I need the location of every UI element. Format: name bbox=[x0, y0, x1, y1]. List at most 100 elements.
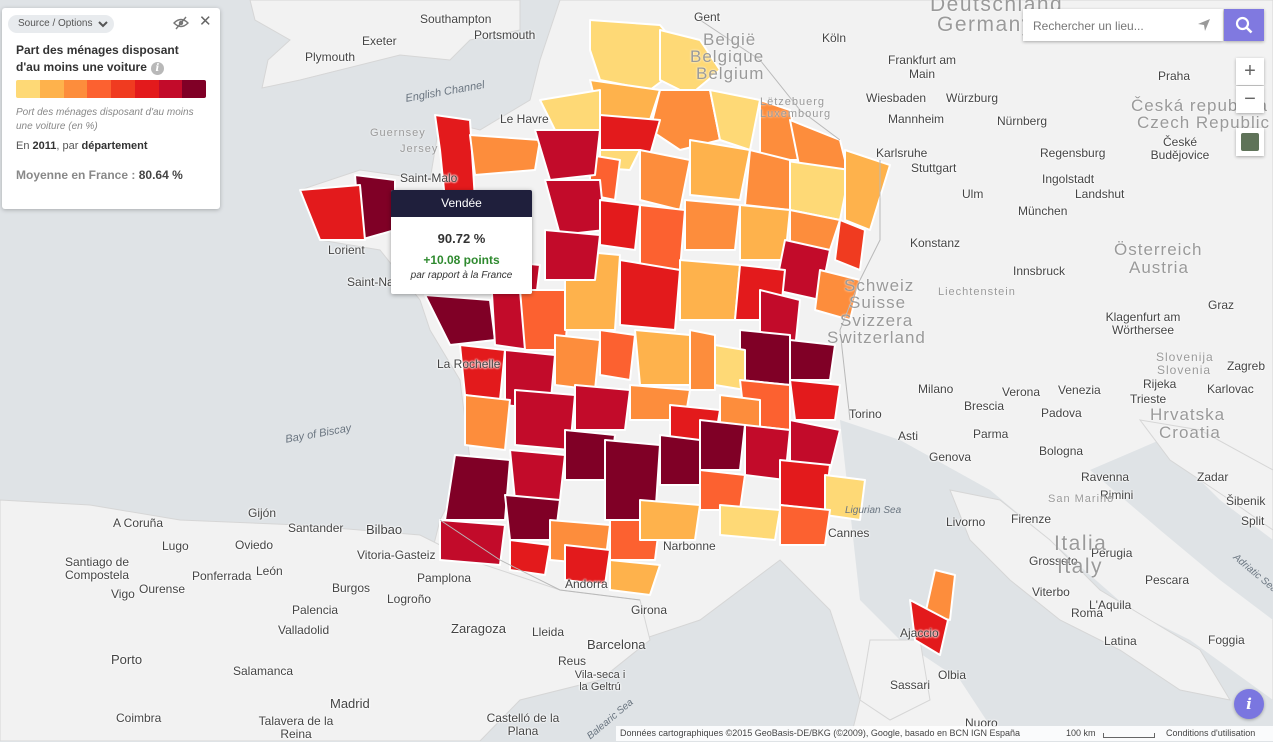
country-label: Switzerland bbox=[827, 328, 926, 347]
search-input[interactable] bbox=[1031, 16, 1195, 36]
map-label: A Coruña bbox=[113, 516, 164, 530]
color-scale-step bbox=[63, 80, 88, 98]
source-options-label: Source / Options bbox=[18, 18, 93, 29]
map-label: Ourense bbox=[139, 582, 186, 596]
map-label: Rijeka bbox=[1143, 377, 1177, 391]
map-label: Vigo bbox=[111, 587, 135, 601]
color-scale-step bbox=[134, 80, 159, 98]
map-label: Lugo bbox=[162, 539, 189, 553]
map-label: Genova bbox=[929, 450, 972, 464]
map-label: Lleida bbox=[532, 625, 565, 639]
map-label: Karlovac bbox=[1207, 382, 1254, 396]
map-label: Lorient bbox=[328, 243, 365, 257]
map-label: Viterbo bbox=[1032, 585, 1070, 599]
country-label: Liechtenstein bbox=[938, 286, 1016, 298]
map-label: Pescara bbox=[1145, 573, 1190, 587]
zoom-out-button[interactable]: − bbox=[1236, 86, 1264, 113]
map-label: Bologna bbox=[1039, 444, 1084, 458]
map-label: Graz bbox=[1208, 298, 1235, 312]
map-label: Regensburg bbox=[1040, 146, 1106, 160]
map-label: Vila-seca i la Geltrú bbox=[574, 669, 626, 693]
map-label: Milano bbox=[918, 382, 954, 396]
map-label: Olbia bbox=[938, 668, 967, 682]
map-label: Reus bbox=[558, 654, 587, 668]
map-label: Valladolid bbox=[278, 623, 330, 637]
search-box bbox=[1023, 9, 1223, 41]
map-label: Livorno bbox=[946, 515, 986, 529]
map-label: Padova bbox=[1041, 406, 1082, 420]
map-label: Praha bbox=[1158, 69, 1191, 83]
scale-bar bbox=[1103, 733, 1155, 738]
close-icon[interactable]: ✕ bbox=[199, 13, 212, 30]
map-label: Venezia bbox=[1058, 383, 1101, 397]
country-label: Croatia bbox=[1159, 423, 1221, 442]
map-label: Parma bbox=[973, 427, 1009, 441]
country-label: Austria bbox=[1129, 258, 1189, 277]
country-label: Österreich bbox=[1114, 240, 1203, 259]
chevron-down-icon bbox=[98, 20, 109, 27]
map-label: Gent bbox=[694, 10, 721, 24]
map-label: Torino bbox=[849, 407, 882, 421]
map-label: Frankfurt am Main bbox=[887, 53, 956, 81]
map-label: München bbox=[1018, 204, 1068, 218]
map-label: Porto bbox=[111, 652, 143, 667]
map-label: Latina bbox=[1104, 634, 1137, 648]
map-label: Wiesbaden bbox=[866, 91, 927, 105]
tooltip-value: 90.72 % bbox=[437, 231, 486, 246]
map-label: Split bbox=[1241, 514, 1265, 528]
tooltip-department: Vendée bbox=[391, 190, 532, 217]
terms-link[interactable]: Conditions d'utilisation bbox=[1166, 728, 1256, 738]
map-label: Exeter bbox=[362, 34, 397, 48]
map-label: Stuttgart bbox=[911, 161, 957, 175]
legend-title: Part des ménages disposant d'au moins un… bbox=[16, 43, 179, 75]
map-label: Roma bbox=[1071, 606, 1104, 620]
color-scale-step bbox=[182, 80, 206, 98]
country-label: Luxembourg bbox=[760, 108, 832, 120]
legend-year: En 2011, par département bbox=[16, 140, 148, 152]
locate-icon[interactable] bbox=[1197, 18, 1211, 32]
map-label: Plymouth bbox=[305, 50, 356, 64]
zoom-in-button[interactable]: + bbox=[1236, 58, 1264, 85]
source-options-button[interactable]: Source / Options bbox=[8, 15, 115, 33]
map-label: Perugia bbox=[1091, 546, 1133, 560]
map-label: Klagenfurt am Wörthersee bbox=[1105, 310, 1181, 337]
map-label: León bbox=[256, 564, 283, 578]
tooltip-comparison: par rapport à la France bbox=[410, 270, 513, 281]
color-scale-step bbox=[87, 80, 111, 98]
department-tooltip: Vendée 90.72 % +10.08 points par rapport… bbox=[391, 190, 532, 294]
color-scale-step bbox=[39, 80, 64, 98]
map-label: Cannes bbox=[828, 526, 870, 540]
country-label: Slovenia bbox=[1157, 363, 1212, 377]
map-label: Würzburg bbox=[946, 91, 999, 105]
attribution-text: Données cartographiques ©2015 GeoBasis-D… bbox=[620, 728, 1020, 738]
map-label: Nürnberg bbox=[997, 114, 1048, 128]
country-label: Česká republika bbox=[1131, 96, 1268, 115]
map-label: Trieste bbox=[1130, 392, 1167, 406]
map-label: Firenze bbox=[1011, 512, 1052, 526]
map-label: Konstanz bbox=[910, 236, 961, 250]
map-label: Foggia bbox=[1208, 633, 1245, 647]
info-icon[interactable]: i bbox=[150, 62, 164, 75]
country-label: Belgium bbox=[696, 64, 765, 83]
attribution-bar: Données cartographiques ©2015 GeoBasis-D… bbox=[616, 726, 1273, 741]
map-label: Castelló de la Plana bbox=[486, 711, 560, 738]
eye-off-icon[interactable] bbox=[173, 16, 189, 30]
country-label: Belgique bbox=[690, 47, 765, 66]
map-label: Zaragoza bbox=[451, 621, 506, 636]
map-label: Palencia bbox=[292, 603, 339, 617]
map-label: Oviedo bbox=[235, 538, 274, 552]
map-label: Grosseto bbox=[1029, 554, 1078, 568]
country-label: Suisse bbox=[849, 293, 907, 312]
color-scale bbox=[16, 80, 206, 98]
country-label: Italia bbox=[1054, 532, 1108, 555]
map-label: Ajaccio bbox=[900, 626, 939, 640]
map-label: Brescia bbox=[964, 399, 1005, 413]
info-button[interactable]: i bbox=[1234, 689, 1264, 719]
map-label: Köln bbox=[822, 31, 847, 45]
search-button[interactable] bbox=[1224, 9, 1264, 41]
map-label: Santiago de Compostela bbox=[64, 555, 130, 582]
map-label: Narbonne bbox=[663, 539, 716, 553]
satellite-layer-button[interactable] bbox=[1236, 128, 1264, 156]
color-scale-step bbox=[16, 80, 40, 98]
